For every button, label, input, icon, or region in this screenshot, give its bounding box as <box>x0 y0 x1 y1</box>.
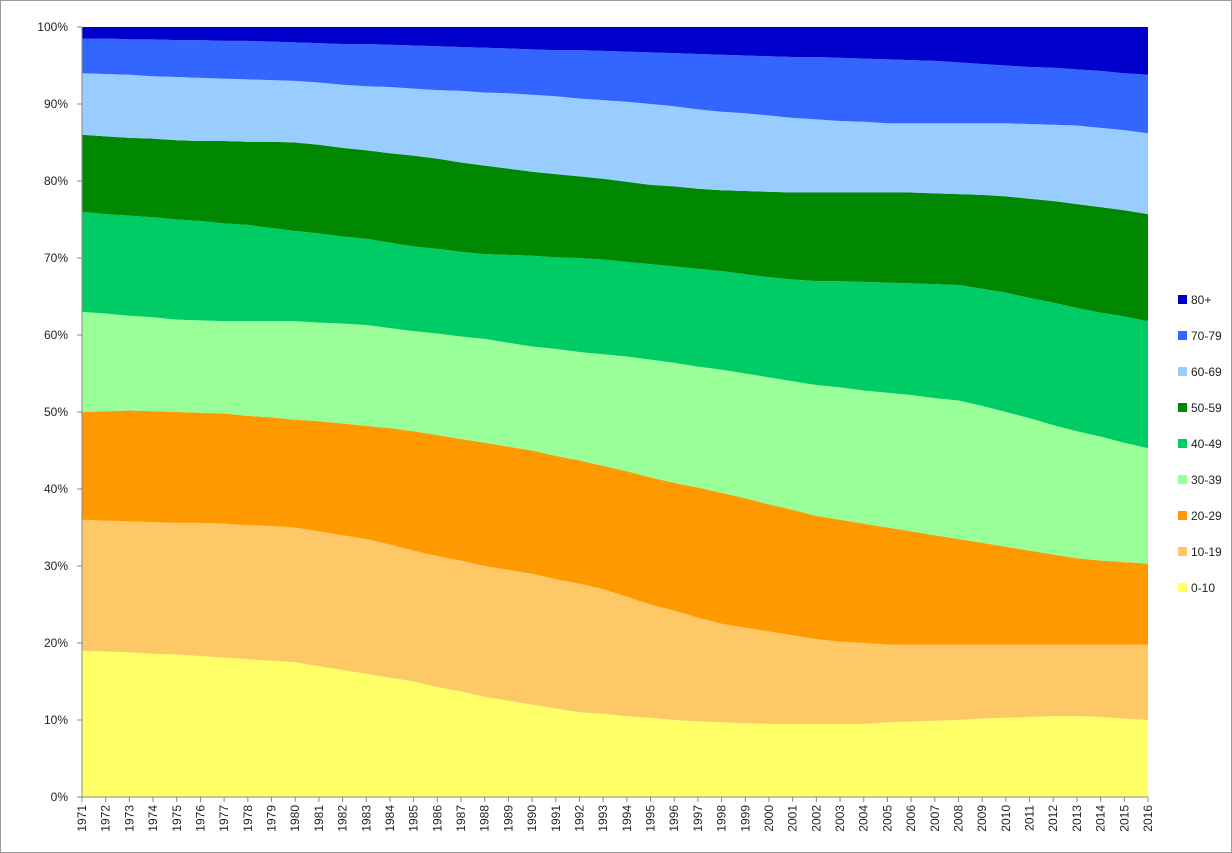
legend-swatch <box>1178 367 1187 376</box>
x-tick-label: 1981 <box>312 805 326 832</box>
legend-label: 60-69 <box>1191 365 1222 379</box>
x-tick-label: 2000 <box>762 805 776 832</box>
x-tick-label: 2004 <box>857 805 871 832</box>
area <box>82 650 1148 797</box>
x-tick-label: 2007 <box>928 805 942 832</box>
area <box>82 311 1148 564</box>
x-tick-label: 1999 <box>738 805 752 832</box>
x-tick-label: 1998 <box>715 805 729 832</box>
x-tick-label: 1985 <box>407 805 421 832</box>
area <box>82 134 1148 322</box>
x-tick-label: 1989 <box>501 805 515 832</box>
area <box>82 27 1148 75</box>
legend-label: 40-49 <box>1191 437 1222 451</box>
legend-label: 50-59 <box>1191 401 1222 415</box>
y-tick-label: 40% <box>44 482 68 496</box>
area <box>82 73 1148 215</box>
x-tick-label: 1973 <box>122 805 136 832</box>
legend-swatch <box>1178 403 1187 412</box>
x-tick-label: 2005 <box>880 805 894 832</box>
y-tick-label: 0% <box>51 790 69 804</box>
legend-swatch <box>1178 511 1187 520</box>
legend-swatch <box>1178 331 1187 340</box>
legend-swatch <box>1178 583 1187 592</box>
x-tick-label: 2015 <box>1117 805 1131 832</box>
x-tick-label: 2016 <box>1141 805 1155 832</box>
x-tick-label: 2006 <box>904 805 918 832</box>
x-tick-label: 2001 <box>786 805 800 832</box>
area <box>82 38 1148 134</box>
area <box>82 410 1148 645</box>
y-tick-label: 30% <box>44 559 68 573</box>
legend-label: 20-29 <box>1191 509 1222 523</box>
y-tick-label: 10% <box>44 713 68 727</box>
area <box>82 211 1148 449</box>
x-tick-label: 1976 <box>193 805 207 832</box>
x-tick-label: 1987 <box>454 805 468 832</box>
x-tick-label: 2012 <box>1046 805 1060 832</box>
x-tick-label: 1974 <box>146 805 160 832</box>
y-tick-label: 80% <box>44 174 68 188</box>
x-tick-label: 1990 <box>525 805 539 832</box>
y-tick-label: 90% <box>44 97 68 111</box>
x-tick-label: 1997 <box>691 805 705 832</box>
x-tick-label: 1983 <box>359 805 373 832</box>
x-tick-label: 2014 <box>1094 805 1108 832</box>
x-tick-label: 1982 <box>336 805 350 832</box>
x-tick-label: 1977 <box>217 805 231 832</box>
x-tick-label: 1978 <box>241 805 255 832</box>
x-tick-label: 2003 <box>833 805 847 832</box>
x-tick-label: 1984 <box>383 805 397 832</box>
x-tick-label: 1971 <box>75 805 89 832</box>
x-tick-label: 1979 <box>265 805 279 832</box>
legend-swatch <box>1178 439 1187 448</box>
legend-swatch <box>1178 547 1187 556</box>
legend-label: 0-10 <box>1191 581 1215 595</box>
legend-swatch <box>1178 475 1187 484</box>
x-tick-label: 1972 <box>99 805 113 832</box>
x-tick-label: 1988 <box>478 805 492 832</box>
x-tick-label: 1992 <box>572 805 586 832</box>
legend-label: 80+ <box>1191 293 1211 307</box>
y-tick-label: 50% <box>44 405 68 419</box>
x-tick-label: 2013 <box>1070 805 1084 832</box>
y-tick-label: 60% <box>44 328 68 342</box>
x-tick-label: 1975 <box>170 805 184 832</box>
y-tick-label: 100% <box>37 20 68 34</box>
legend-label: 10-19 <box>1191 545 1222 559</box>
y-tick-label: 70% <box>44 251 68 265</box>
x-tick-label: 1994 <box>620 805 634 832</box>
legend-label: 70-79 <box>1191 329 1222 343</box>
x-tick-label: 2010 <box>999 805 1013 832</box>
area <box>82 519 1148 724</box>
x-tick-label: 1986 <box>430 805 444 832</box>
x-tick-label: 2008 <box>951 805 965 832</box>
legend-swatch <box>1178 295 1187 304</box>
y-tick-label: 20% <box>44 636 68 650</box>
x-tick-label: 2002 <box>809 805 823 832</box>
legend-label: 30-39 <box>1191 473 1222 487</box>
x-tick-label: 1995 <box>644 805 658 832</box>
x-tick-label: 2009 <box>975 805 989 832</box>
x-tick-label: 1991 <box>549 805 563 832</box>
x-tick-label: 1996 <box>667 805 681 832</box>
x-tick-label: 1980 <box>288 805 302 832</box>
x-tick-label: 1993 <box>596 805 610 832</box>
x-tick-label: 2011 <box>1023 805 1037 831</box>
